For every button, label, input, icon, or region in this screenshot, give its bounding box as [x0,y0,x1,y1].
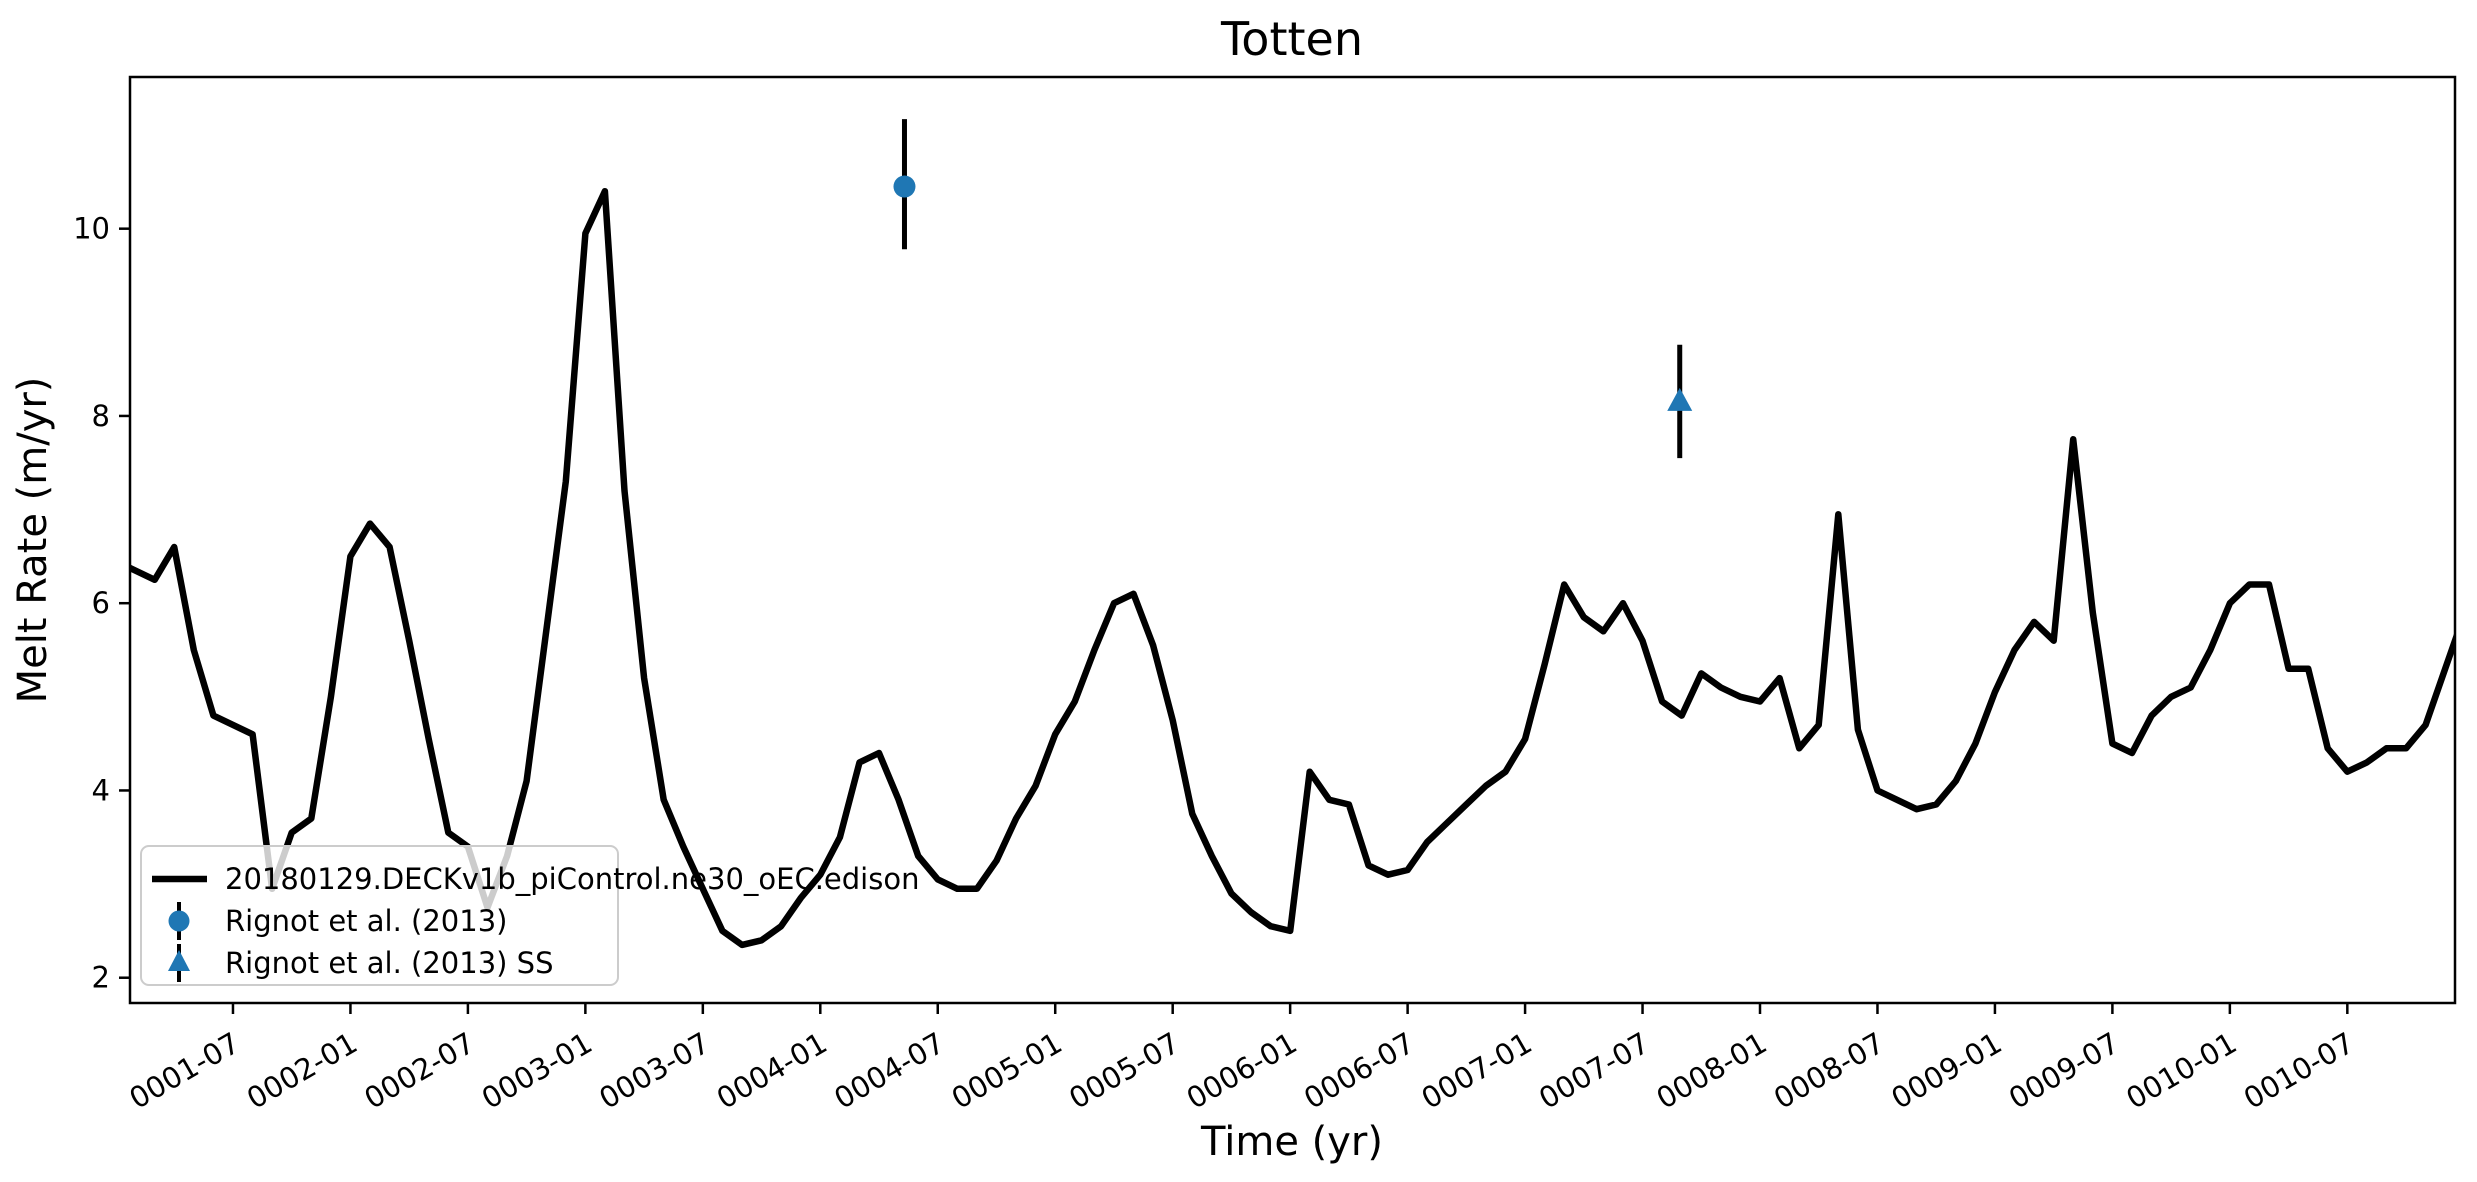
x-tick-label: 0009-07 [2003,1026,2125,1116]
chart-title: Totten [1220,12,1363,66]
x-tick-label: 0010-07 [2238,1026,2360,1116]
x-tick-label: 0003-01 [476,1026,598,1116]
series-line-piControl [130,187,2455,949]
x-tick-label: 0005-07 [1063,1026,1185,1116]
triangle-marker [1667,387,1693,411]
legend-label-rignot: Rignot et al. (2013) [225,904,507,938]
legend: 20180129.DECKv1b_piControl.ne30_oEC.edis… [140,845,919,986]
y-tick-label: 4 [92,773,110,807]
x-tick-label: 0006-01 [1181,1026,1303,1116]
observation-rignot2013 [893,119,916,250]
x-tick-label: 0009-01 [1885,1026,2007,1116]
legend-triangle-marker [168,950,190,971]
x-tick-label: 0004-01 [711,1026,833,1116]
x-tick-label: 0004-07 [828,1026,950,1116]
legend-circle-marker [168,910,190,932]
y-tick-label: 10 [73,212,110,246]
x-tick-label: 0007-07 [1533,1026,1655,1116]
series-line-layer [130,187,2455,949]
x-axis-label: Time (yr) [1200,1119,1383,1165]
legend-box [140,845,619,986]
plot-border [128,75,2457,1005]
y-axis-label: Melt Rate (m/yr) [10,377,56,704]
x-tick-label: 0001-07 [124,1026,246,1116]
observation-marker-layer [893,119,1693,459]
x-tick-label: 0010-01 [2120,1026,2242,1116]
y-tick-label: 8 [92,399,110,433]
x-tick-label: 0005-01 [946,1026,1068,1116]
legend-label-rignot-ss: Rignot et al. (2013) SS [225,946,554,980]
observation-rignot2013-ss [1667,344,1693,459]
x-tick-label: 0008-01 [1651,1026,1773,1116]
x-tick-label: 0003-07 [593,1026,715,1116]
circle-marker [893,175,916,198]
legend-label-picontrol: 20180129.DECKv1b_piControl.ne30_oEC.edis… [225,862,919,896]
x-tick-label: 0007-01 [1416,1026,1538,1116]
x-tick-label: 0006-07 [1298,1026,1420,1116]
x-tick-label: 0002-01 [241,1026,363,1116]
x-tick-label: 0008-07 [1768,1026,1890,1116]
y-tick-label: 2 [92,961,110,995]
x-tick-label: 0002-07 [358,1026,480,1116]
y-tick-label: 6 [92,586,110,620]
